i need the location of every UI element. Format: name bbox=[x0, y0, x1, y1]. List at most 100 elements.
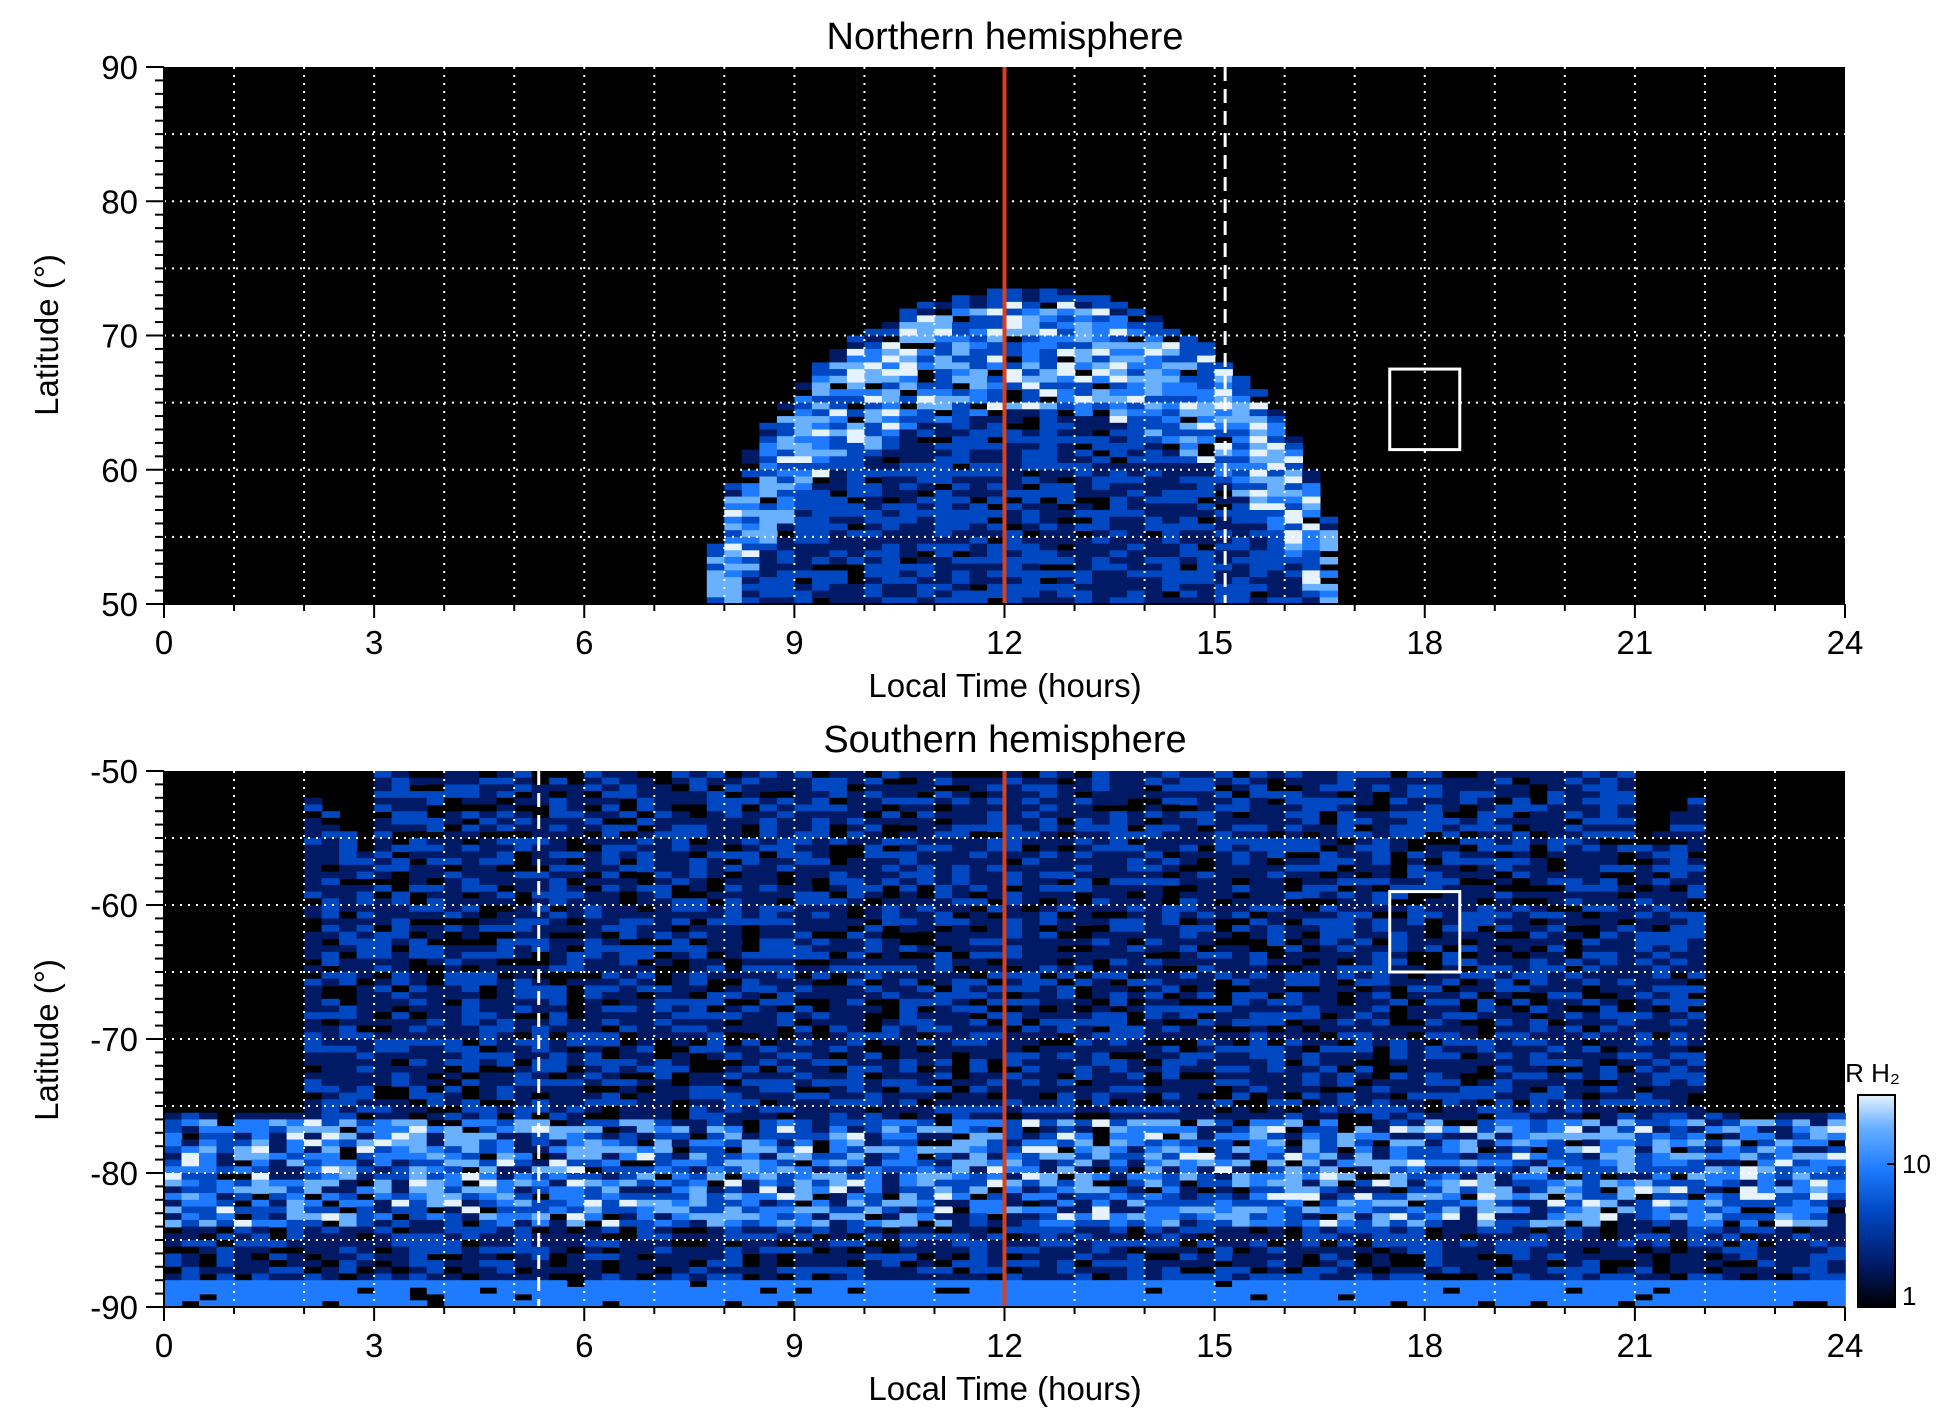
emission-cell bbox=[1004, 442, 1023, 451]
emission-cell bbox=[654, 1059, 673, 1067]
emission-cell bbox=[584, 1233, 603, 1241]
emission-cell bbox=[426, 992, 445, 1000]
emission-cell bbox=[864, 510, 883, 518]
emission-cell bbox=[899, 1199, 918, 1208]
emission-cell bbox=[479, 884, 498, 893]
emission-cell bbox=[846, 911, 866, 920]
emission-cell bbox=[1022, 838, 1041, 846]
emission-cell bbox=[706, 1126, 726, 1134]
emission-cell bbox=[916, 597, 936, 605]
emission-cell bbox=[881, 463, 901, 471]
emission-cell bbox=[601, 1273, 621, 1281]
emission-cell bbox=[916, 992, 936, 1000]
emission-cell bbox=[636, 1012, 656, 1020]
emission-cell bbox=[1109, 557, 1128, 565]
emission-cell bbox=[549, 1233, 568, 1241]
emission-cell bbox=[1144, 328, 1163, 337]
emission-cell bbox=[356, 992, 375, 1000]
emission-cell bbox=[1092, 375, 1111, 384]
emission-cell bbox=[706, 972, 726, 980]
emission-cell bbox=[759, 838, 778, 846]
emission-cell bbox=[1039, 998, 1058, 1007]
emission-cell bbox=[829, 496, 848, 505]
emission-cell bbox=[1074, 429, 1093, 437]
emission-cell bbox=[987, 510, 1006, 518]
emission-cell bbox=[899, 348, 918, 357]
emission-cell bbox=[987, 1286, 1006, 1295]
emission-cell bbox=[811, 1293, 831, 1302]
emission-cell bbox=[549, 998, 568, 1007]
emission-cell bbox=[426, 878, 445, 886]
emission-cell bbox=[496, 771, 515, 779]
emission-cell bbox=[934, 1005, 953, 1013]
emission-cell bbox=[899, 771, 918, 779]
emission-cell bbox=[706, 844, 726, 853]
emission-cell bbox=[987, 402, 1006, 411]
emission-cell bbox=[1022, 1213, 1041, 1221]
emission-cell bbox=[776, 1052, 796, 1060]
emission-cell bbox=[952, 1018, 971, 1027]
emission-cell bbox=[1162, 563, 1181, 572]
emission-cell bbox=[304, 985, 323, 993]
emission-cell bbox=[339, 972, 358, 980]
emission-cell bbox=[181, 1266, 200, 1275]
emission-cell bbox=[864, 449, 883, 458]
emission-cell bbox=[987, 395, 1006, 404]
emission-cell bbox=[426, 1273, 445, 1281]
emission-cell bbox=[584, 938, 603, 946]
emission-cell bbox=[216, 1253, 235, 1261]
emission-cell bbox=[952, 436, 971, 444]
emission-cell bbox=[1092, 1193, 1111, 1201]
emission-cell bbox=[987, 1159, 1006, 1168]
emission-cell bbox=[881, 838, 901, 846]
emission-cell bbox=[1057, 1012, 1076, 1020]
emission-cell bbox=[496, 1012, 515, 1020]
emission-cell bbox=[706, 985, 726, 993]
emission-cell bbox=[566, 1173, 585, 1181]
emission-cell bbox=[286, 1240, 305, 1248]
emission-cell bbox=[479, 791, 498, 799]
emission-cell bbox=[356, 1246, 375, 1255]
emission-cell bbox=[724, 931, 743, 940]
emission-cell bbox=[1249, 483, 1268, 491]
emission-cell bbox=[1057, 992, 1076, 1000]
emission-cell bbox=[864, 369, 883, 377]
emission-cell bbox=[776, 422, 796, 431]
emission-cell bbox=[304, 804, 323, 812]
emission-cell bbox=[1127, 1179, 1146, 1188]
emission-cell bbox=[1004, 570, 1023, 578]
emission-cell bbox=[811, 1240, 831, 1248]
emission-cell bbox=[584, 1052, 603, 1060]
emission-cell bbox=[952, 951, 971, 960]
emission-cell bbox=[1179, 597, 1198, 605]
emission-cell bbox=[1039, 1193, 1058, 1201]
emission-cell bbox=[916, 1085, 936, 1094]
emission-cell bbox=[339, 1213, 358, 1221]
emission-cell bbox=[829, 1072, 848, 1080]
emission-cell bbox=[444, 1293, 463, 1302]
emission-cell bbox=[566, 1219, 585, 1228]
emission-cell bbox=[952, 804, 971, 812]
emission-cell bbox=[811, 918, 831, 926]
emission-cell bbox=[1127, 831, 1146, 839]
emission-cell bbox=[811, 463, 831, 471]
emission-cell bbox=[549, 1280, 568, 1288]
emission-cell bbox=[1004, 1213, 1023, 1221]
emission-cell bbox=[549, 1253, 568, 1261]
emission-cell bbox=[1004, 898, 1023, 906]
emission-cell bbox=[899, 536, 918, 545]
emission-cell bbox=[1267, 503, 1286, 511]
emission-cell bbox=[899, 369, 918, 377]
emission-cell bbox=[566, 1199, 585, 1208]
emission-cell bbox=[846, 355, 866, 364]
emission-cell bbox=[934, 422, 953, 431]
emission-cell bbox=[899, 1280, 918, 1288]
emission-cell bbox=[601, 1193, 621, 1201]
emission-cell bbox=[1109, 348, 1128, 357]
emission-cell bbox=[794, 918, 813, 926]
emission-cell bbox=[619, 1079, 638, 1087]
emission-cell bbox=[881, 811, 901, 819]
emission-cell bbox=[706, 1246, 726, 1255]
emission-cell bbox=[1179, 557, 1198, 565]
emission-cell bbox=[619, 878, 638, 886]
